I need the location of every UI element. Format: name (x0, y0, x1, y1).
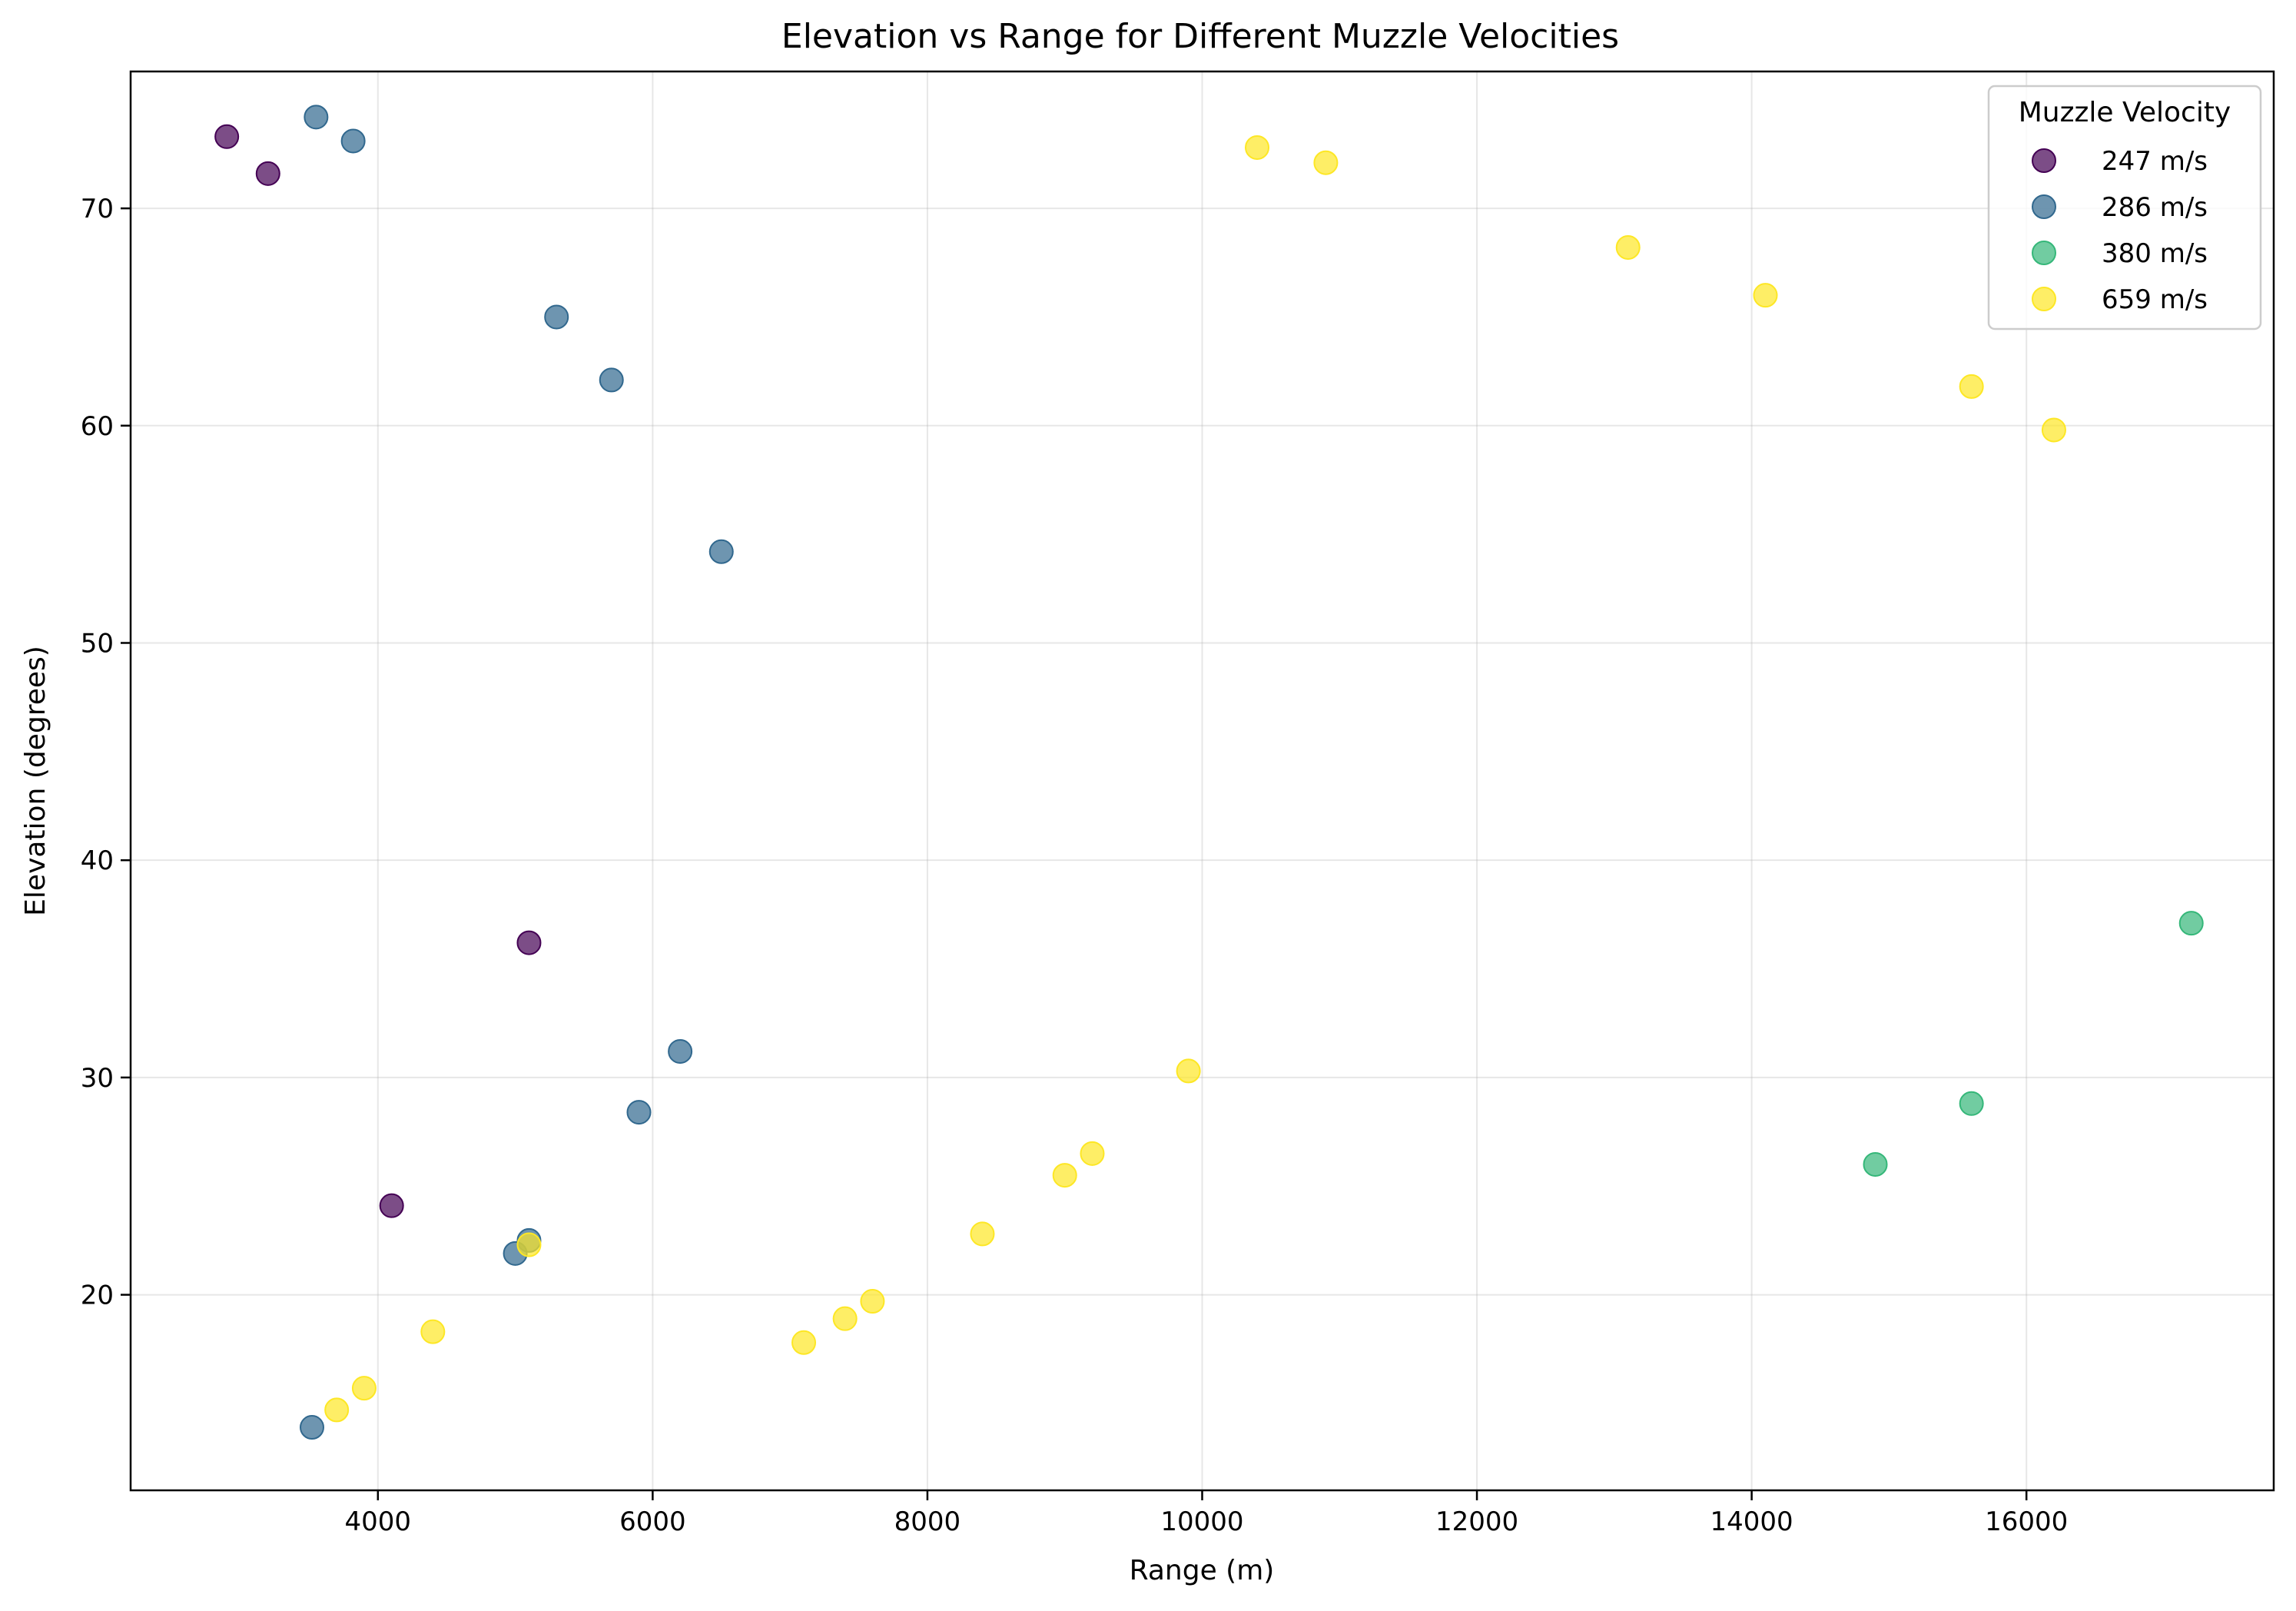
x-tick-label: 8000 (894, 1506, 961, 1537)
data-point (379, 1193, 404, 1218)
x-tick-label: 16000 (1985, 1506, 2068, 1537)
series-247-m-s (214, 124, 542, 1218)
chart-title: Elevation vs Range for Different Muzzle … (781, 17, 1619, 56)
legend-label: 286 m/s (2102, 192, 2208, 223)
data-point (860, 1289, 885, 1314)
data-point (1080, 1141, 1105, 1166)
data-point (214, 124, 240, 149)
data-point (516, 930, 542, 955)
data-point (351, 1376, 377, 1401)
y-tick-label: 30 (81, 1063, 114, 1094)
legend-marker (2032, 287, 2056, 311)
data-point (420, 1319, 446, 1344)
data-point (1176, 1058, 1201, 1084)
data-point (832, 1306, 858, 1331)
x-tick-label: 6000 (619, 1506, 686, 1537)
x-tick-label: 10000 (1160, 1506, 1243, 1537)
series-286-m-s (299, 105, 734, 1440)
legend-label: 659 m/s (2102, 284, 2208, 315)
data-point (340, 128, 366, 154)
y-tick-label: 40 (81, 845, 114, 876)
data-point (708, 539, 734, 564)
series-659-m-s (324, 135, 2066, 1423)
data-point (2178, 911, 2204, 936)
x-tick-label: 14000 (1710, 1506, 1793, 1537)
legend: Muzzle Velocity 247 m/s 286 m/s 380 m/s 659… (1987, 85, 2262, 331)
y-tick-label: 20 (81, 1280, 114, 1311)
legend-entries: 247 m/s 286 m/s 380 m/s 659 m/s (2032, 146, 2208, 315)
data-point (791, 1330, 817, 1355)
y-tick-label: 50 (81, 628, 114, 659)
data-point (668, 1038, 693, 1064)
data-point (516, 1232, 542, 1257)
series-380-m-s (1863, 911, 2204, 1177)
data-point (2041, 417, 2066, 443)
legend-marker (2032, 241, 2056, 265)
legend-box (1987, 85, 2262, 331)
data-points (214, 105, 2204, 1440)
x-tick-label: 12000 (1435, 1506, 1518, 1537)
x-tick-label: 4000 (345, 1506, 412, 1537)
legend-label: 380 m/s (2102, 238, 2208, 269)
data-point (626, 1100, 652, 1125)
grid-lines (131, 71, 2274, 1490)
x-axis-ticks: 4000 6000 8000 10000 12000 14000 16000 (345, 1490, 2068, 1537)
data-point (1245, 135, 1270, 160)
y-tick-label: 60 (81, 411, 114, 442)
data-point (304, 105, 329, 130)
data-point (1863, 1151, 1888, 1177)
data-point (1959, 374, 1984, 399)
data-point (1313, 150, 1339, 175)
x-axis-label: Range (m) (1130, 1555, 1275, 1586)
data-point (1052, 1163, 1077, 1188)
data-point (970, 1221, 995, 1247)
data-point (255, 161, 280, 186)
data-point (1615, 234, 1641, 260)
data-point (544, 304, 569, 330)
data-point (324, 1397, 350, 1423)
data-point (599, 367, 624, 393)
legend-marker (2032, 148, 2056, 173)
y-axis-ticks: 20 30 40 50 60 70 (81, 194, 131, 1311)
y-tick-label: 70 (81, 194, 114, 224)
data-point (1753, 283, 1778, 308)
data-point (299, 1415, 324, 1440)
legend-marker (2032, 194, 2056, 219)
legend-label: 247 m/s (2102, 146, 2208, 177)
legend-title: Muzzle Velocity (2019, 97, 2231, 128)
y-axis-label: Elevation (degrees) (20, 646, 51, 916)
data-point (1959, 1091, 1984, 1116)
